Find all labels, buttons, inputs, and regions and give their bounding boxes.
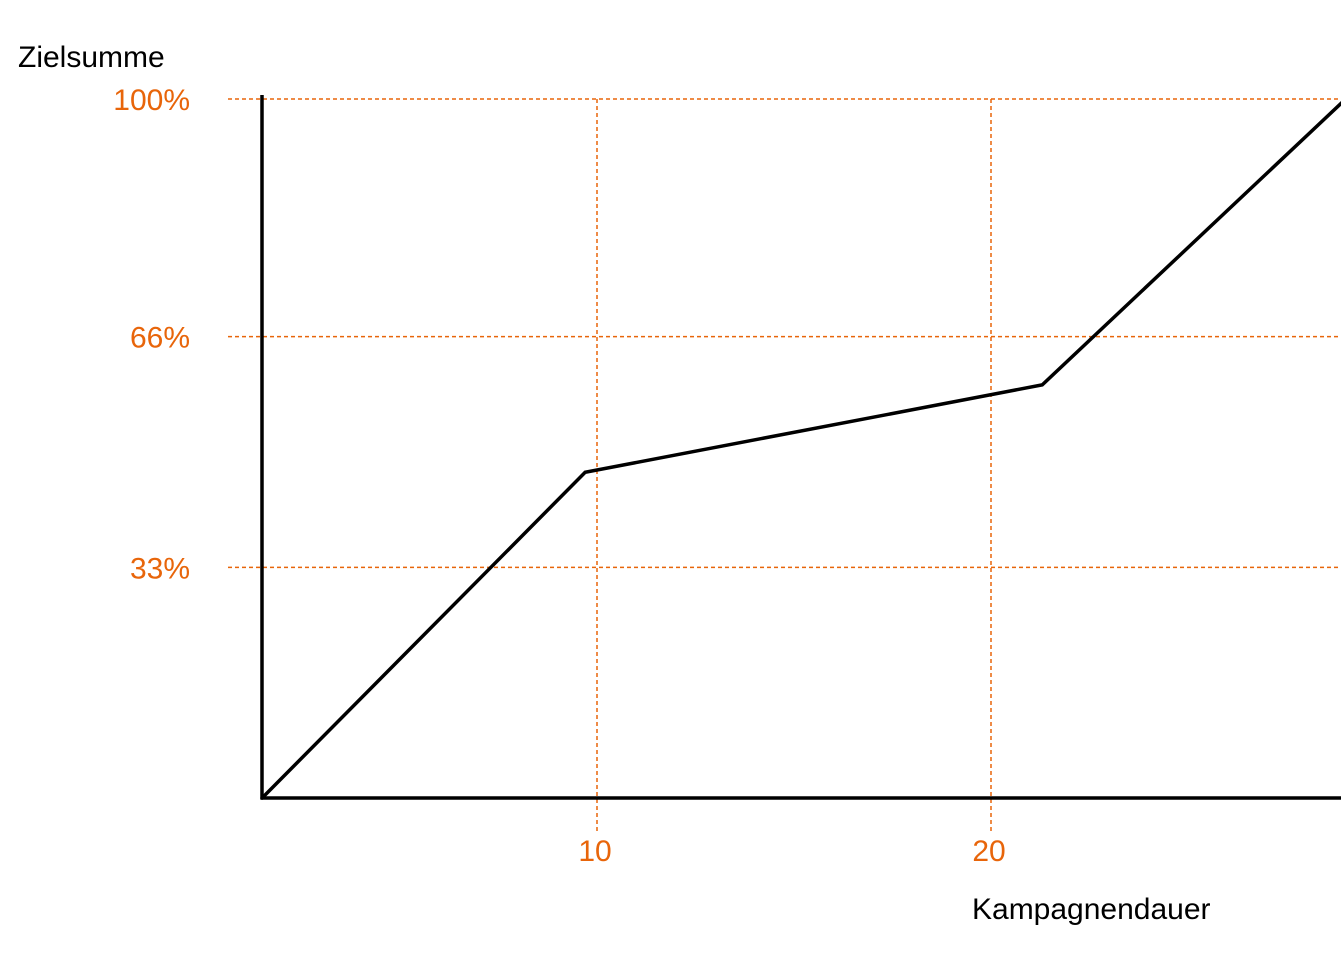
y-tick-label: 100% (113, 84, 190, 117)
y-tick-label: 66% (130, 322, 190, 355)
tick-label-layer: 33%66%100%102030 (113, 84, 1005, 868)
axis-layer (260, 95, 1341, 800)
series-layer (260, 101, 1341, 800)
x-tick-label: 10 (578, 835, 611, 868)
grid-layer (228, 98, 1341, 832)
y-tick-label: 33% (130, 552, 190, 585)
x-axis-label: Kampagnendauer (972, 893, 1211, 926)
x-tick-label: 20 (972, 835, 1005, 868)
y-axis-label: Zielsumme (18, 41, 165, 74)
series-line-0 (260, 101, 1341, 800)
